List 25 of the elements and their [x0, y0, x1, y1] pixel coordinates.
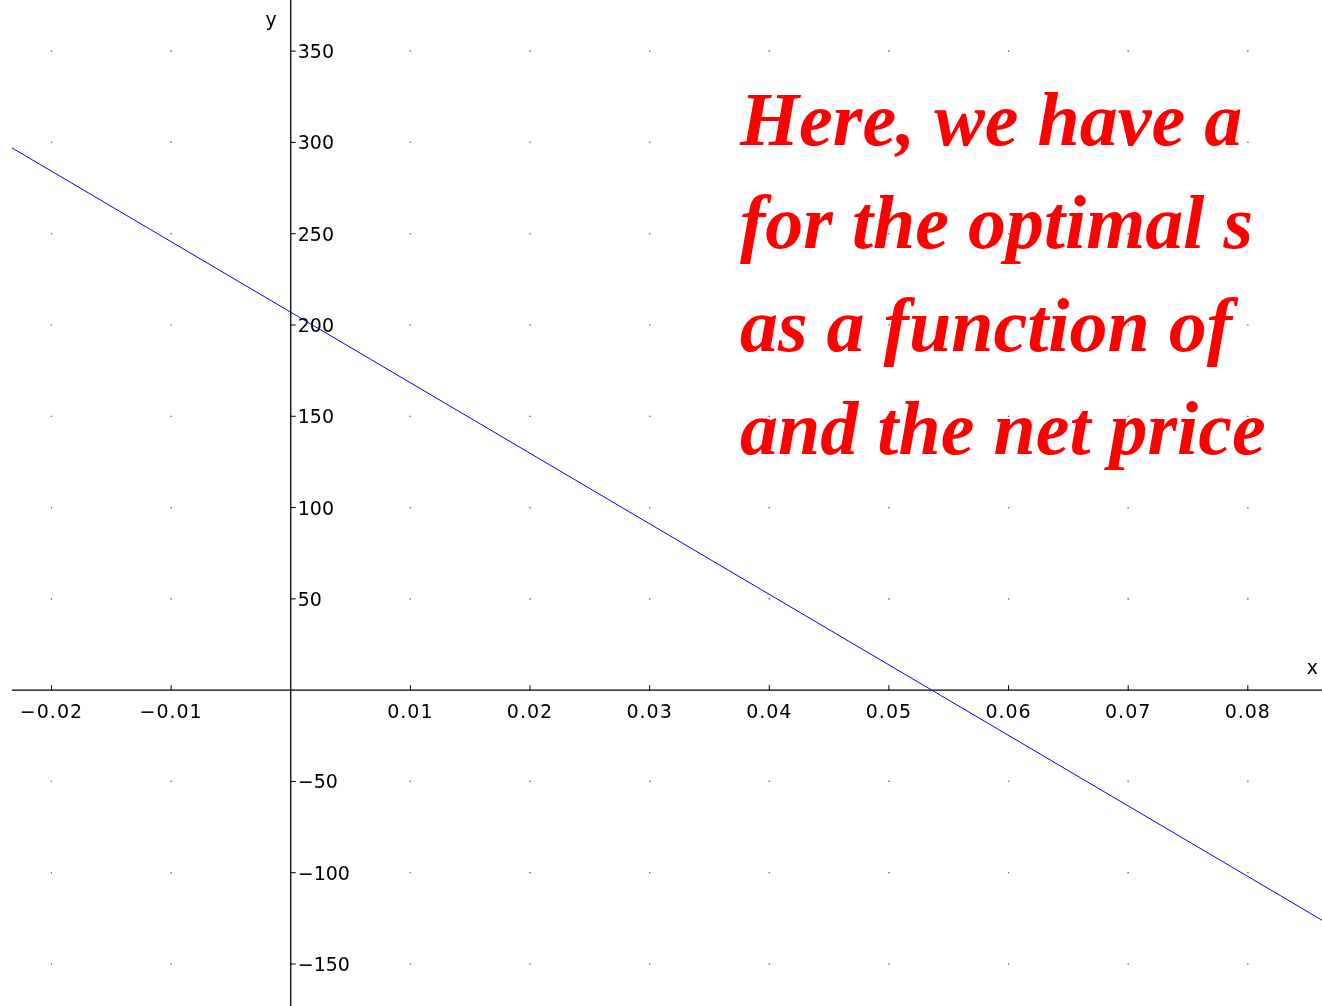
x-tick-label: 0.07 — [1105, 700, 1152, 723]
y-axis-title: y — [265, 8, 277, 30]
y-tick-label: 250 — [297, 222, 335, 245]
y-tick-label: 150 — [297, 405, 335, 428]
x-tick-label: −0.02 — [19, 700, 84, 723]
x-tick-label: −0.01 — [139, 700, 203, 723]
y-tick-label: 100 — [297, 496, 335, 519]
x-tick-label: 0.05 — [865, 700, 913, 723]
x-tick-label: 0.08 — [1224, 700, 1271, 723]
annotation: as a function of — [740, 283, 1239, 367]
annotation: Here, we have a — [739, 77, 1243, 161]
x-tick-label: 0.06 — [985, 700, 1032, 723]
annotation: and the net price — [740, 386, 1266, 470]
y-tick-label: 50 — [297, 587, 322, 610]
x-axis-title: x — [1306, 656, 1318, 679]
y-tick-label: −50 — [297, 770, 338, 793]
y-tick-label: 300 — [297, 131, 335, 154]
x-tick-label: 0.01 — [387, 700, 434, 723]
y-tick-label: −100 — [297, 861, 350, 884]
x-tick-label: 0.03 — [626, 700, 673, 723]
x-tick-label: 0.02 — [506, 700, 554, 723]
y-tick-label: −150 — [297, 953, 350, 976]
x-tick-label: 0.04 — [746, 700, 793, 723]
y-tick-label: 350 — [297, 40, 335, 63]
annotation: for the optimal s — [740, 180, 1254, 264]
